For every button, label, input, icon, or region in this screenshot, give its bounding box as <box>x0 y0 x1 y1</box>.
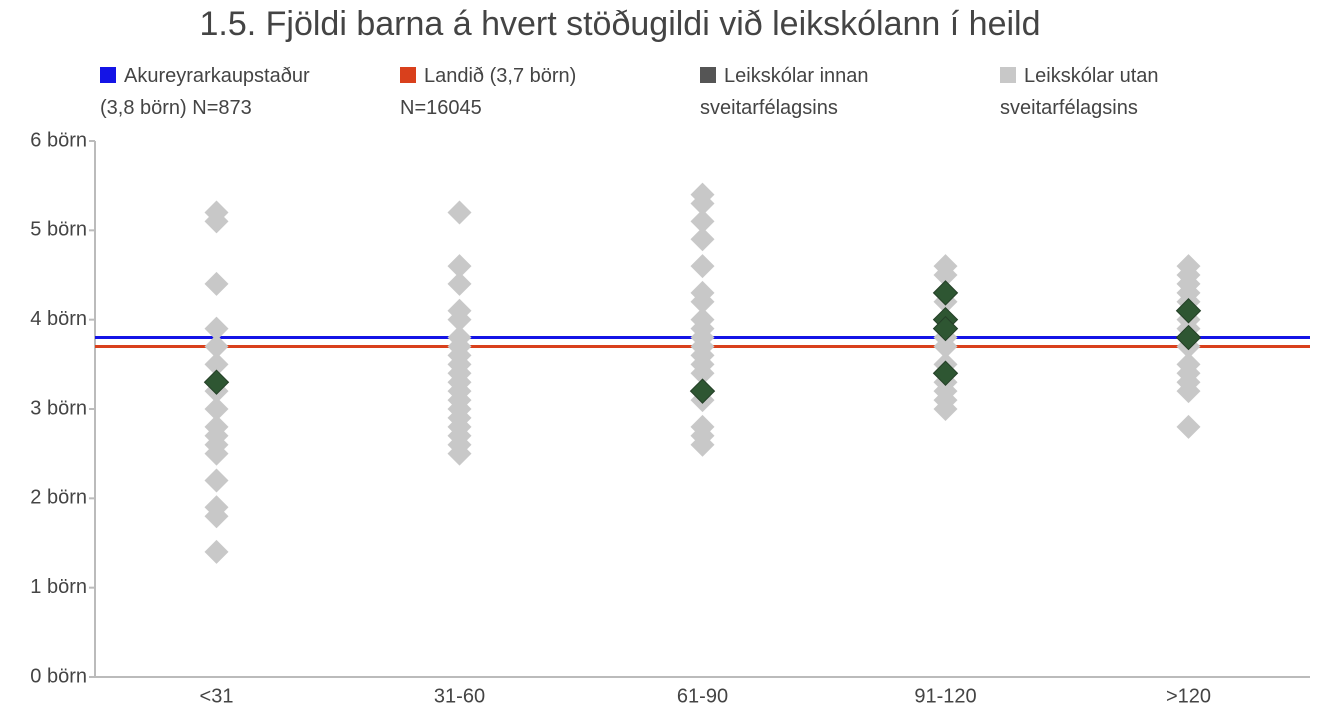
legend-item: Leikskólar innan sveitarfélagsins <box>700 60 932 124</box>
diamond-marker <box>933 397 958 421</box>
y-tick-label: 3 börn <box>30 397 87 419</box>
diamond-marker <box>204 397 229 421</box>
diamond-marker <box>932 360 959 386</box>
legend-label: Leikskólar innan sveitarfélagsins <box>700 65 869 119</box>
diamond-marker <box>203 369 230 395</box>
x-tick-label: 31-60 <box>434 685 485 706</box>
diamond-marker <box>447 200 472 225</box>
diamond-marker <box>933 334 958 359</box>
diamond-marker <box>1175 324 1202 351</box>
diamond-marker <box>204 441 229 466</box>
legend-swatch <box>400 67 416 83</box>
diamond-marker <box>690 432 715 457</box>
x-tick-label: 91-120 <box>914 685 976 706</box>
y-tick-label: 4 börn <box>30 308 87 330</box>
diamond-marker <box>204 504 229 529</box>
diamond-marker <box>690 254 715 279</box>
diamond-marker <box>690 191 715 216</box>
legend-label: Leikskólar utan sveitarfélagsins <box>1000 65 1159 119</box>
diamond-marker <box>1176 414 1201 439</box>
diamond-marker <box>1176 379 1201 404</box>
diamond-marker <box>690 227 715 252</box>
y-tick-label: 1 börn <box>30 576 87 598</box>
legend-item: Akureyrarkaupstaður (3,8 börn) N=873 <box>100 60 332 124</box>
diamond-marker <box>932 315 959 342</box>
legend-swatch <box>1000 67 1016 83</box>
diamond-marker <box>447 307 472 332</box>
y-tick-label: 5 börn <box>30 219 87 241</box>
y-tick-label: 6 börn <box>30 129 87 151</box>
diamond-marker <box>690 361 715 386</box>
y-tick-label: 2 börn <box>30 487 87 509</box>
diamond-marker <box>204 334 229 359</box>
legend-label: Landið (3,7 börn) N=16045 <box>400 65 577 119</box>
legend-swatch <box>700 67 716 83</box>
diamond-marker <box>690 289 715 314</box>
diamond-marker <box>933 263 958 287</box>
legend-label: Akureyrarkaupstaður (3,8 börn) N=873 <box>100 65 310 119</box>
diamond-marker <box>1175 298 1202 324</box>
diamond-marker <box>204 468 229 493</box>
diamond-marker <box>447 254 472 279</box>
diamond-marker <box>690 209 715 234</box>
diamond-marker <box>204 209 229 234</box>
diamond-marker <box>204 316 229 341</box>
x-tick-label: <31 <box>200 685 234 706</box>
diamond-marker <box>689 378 716 404</box>
x-tick-label: >120 <box>1166 685 1211 706</box>
legend-swatch <box>100 67 116 83</box>
diamond-marker <box>204 539 229 564</box>
diamond-marker <box>204 352 229 377</box>
diamond-marker <box>932 280 959 306</box>
diamond-marker <box>204 271 229 296</box>
legend-item: Leikskólar utan sveitarfélagsins <box>1000 60 1232 124</box>
chart-title: 1.5. Fjöldi barna á hvert stöðugildi við… <box>199 5 1040 43</box>
x-tick-label: 61-90 <box>677 685 728 706</box>
diamond-marker <box>447 441 472 466</box>
legend-item: Landið (3,7 börn) N=16045 <box>400 60 632 124</box>
y-tick-label: 0 börn <box>30 665 87 687</box>
diamond-marker <box>447 271 472 296</box>
